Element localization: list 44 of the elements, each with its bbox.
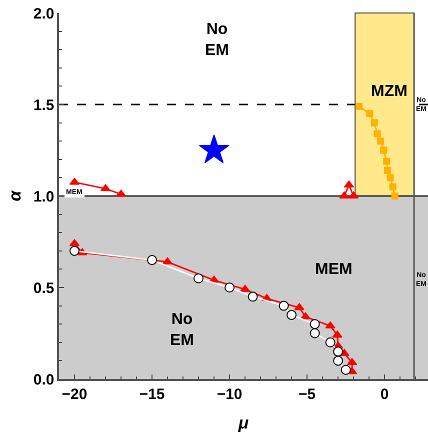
x-tick-label: −5 (298, 386, 316, 403)
point (389, 183, 396, 190)
point (147, 255, 158, 266)
point (333, 356, 344, 366)
point (198, 134, 230, 164)
point (194, 273, 204, 284)
point (325, 321, 336, 328)
y-tick-label: 1.5 (33, 96, 54, 114)
point (377, 138, 384, 145)
point (332, 330, 342, 338)
point (384, 166, 392, 174)
annotation: No EM (205, 21, 229, 59)
point (248, 292, 258, 302)
point (366, 110, 374, 118)
annotation: MZM (371, 83, 408, 100)
point (370, 119, 378, 126)
annotation: MEM (315, 261, 352, 278)
point (374, 130, 381, 138)
x-tick-label: −15 (139, 386, 165, 403)
point (340, 364, 351, 375)
annotation: No EM (170, 311, 194, 349)
point (310, 319, 320, 330)
y-axis-title: α (5, 189, 24, 202)
point (391, 192, 398, 200)
point (310, 328, 320, 338)
point (380, 146, 388, 154)
point (278, 300, 289, 311)
x-tick-label: −20 (62, 386, 88, 403)
x-tick-label: −10 (216, 386, 242, 403)
point (224, 282, 235, 292)
point (356, 102, 363, 110)
point (294, 303, 304, 310)
y-tick-label: 2.0 (33, 5, 54, 22)
point (333, 346, 344, 357)
y-tick-label: 0.5 (33, 280, 54, 297)
point (386, 174, 394, 182)
point (286, 310, 297, 320)
point (325, 337, 336, 348)
point (383, 158, 390, 165)
x-axis-title: μ (237, 414, 250, 433)
point (70, 246, 80, 256)
y-tick-label: 0.0 (33, 371, 54, 388)
x-tick-label: 0 (380, 386, 389, 403)
y-tick-label: 1.0 (33, 188, 54, 206)
